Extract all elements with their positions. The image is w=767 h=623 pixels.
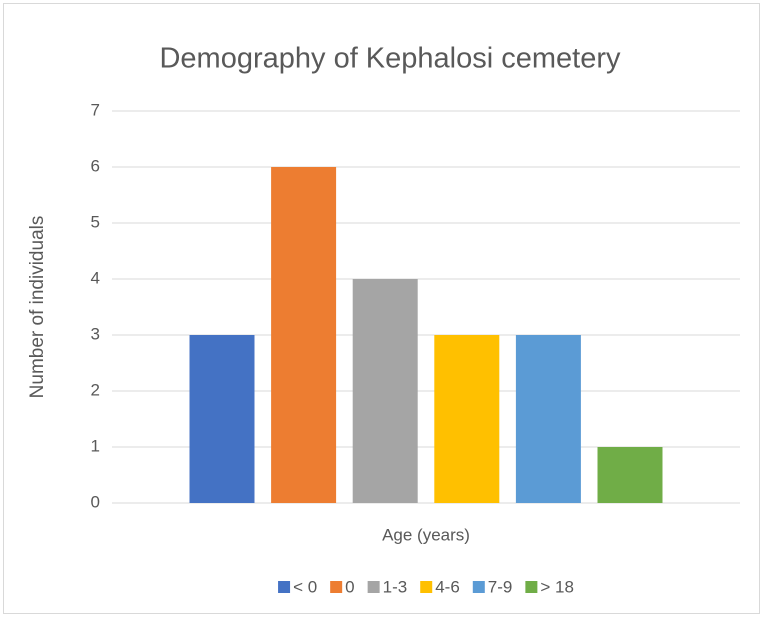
y-axis-title: Number of individuals [27,216,48,399]
legend-swatch [367,581,380,593]
y-tick-label: 5 [91,212,100,231]
legend-swatch [472,581,485,593]
bar [189,335,255,503]
legend-label: < 0 [293,577,317,596]
y-tick-label: 1 [91,436,100,455]
legend-label: 4-6 [435,577,460,596]
legend-swatch [525,581,538,593]
y-tick-label: 7 [91,100,100,119]
legend-swatch [278,581,291,593]
y-tick-label: 2 [91,380,100,399]
legend-label: 0 [345,577,354,596]
bar [434,335,500,503]
legend-label: 7-9 [488,577,513,596]
legend-label: 1-3 [383,577,408,596]
y-tick-label: 3 [91,324,100,343]
bar [271,167,337,503]
x-axis-title: Age (years) [382,525,470,544]
y-tick-label: 4 [91,268,100,287]
legend-swatch [420,581,433,593]
bar [597,447,663,503]
legend-swatch [330,581,343,593]
bar [515,335,581,503]
legend-label: > 18 [540,577,574,596]
bar [352,279,418,503]
y-tick-label: 6 [91,156,100,175]
chart-title: Demography of Kephalosi cemetery [159,43,621,75]
y-tick-label: 0 [91,492,100,511]
